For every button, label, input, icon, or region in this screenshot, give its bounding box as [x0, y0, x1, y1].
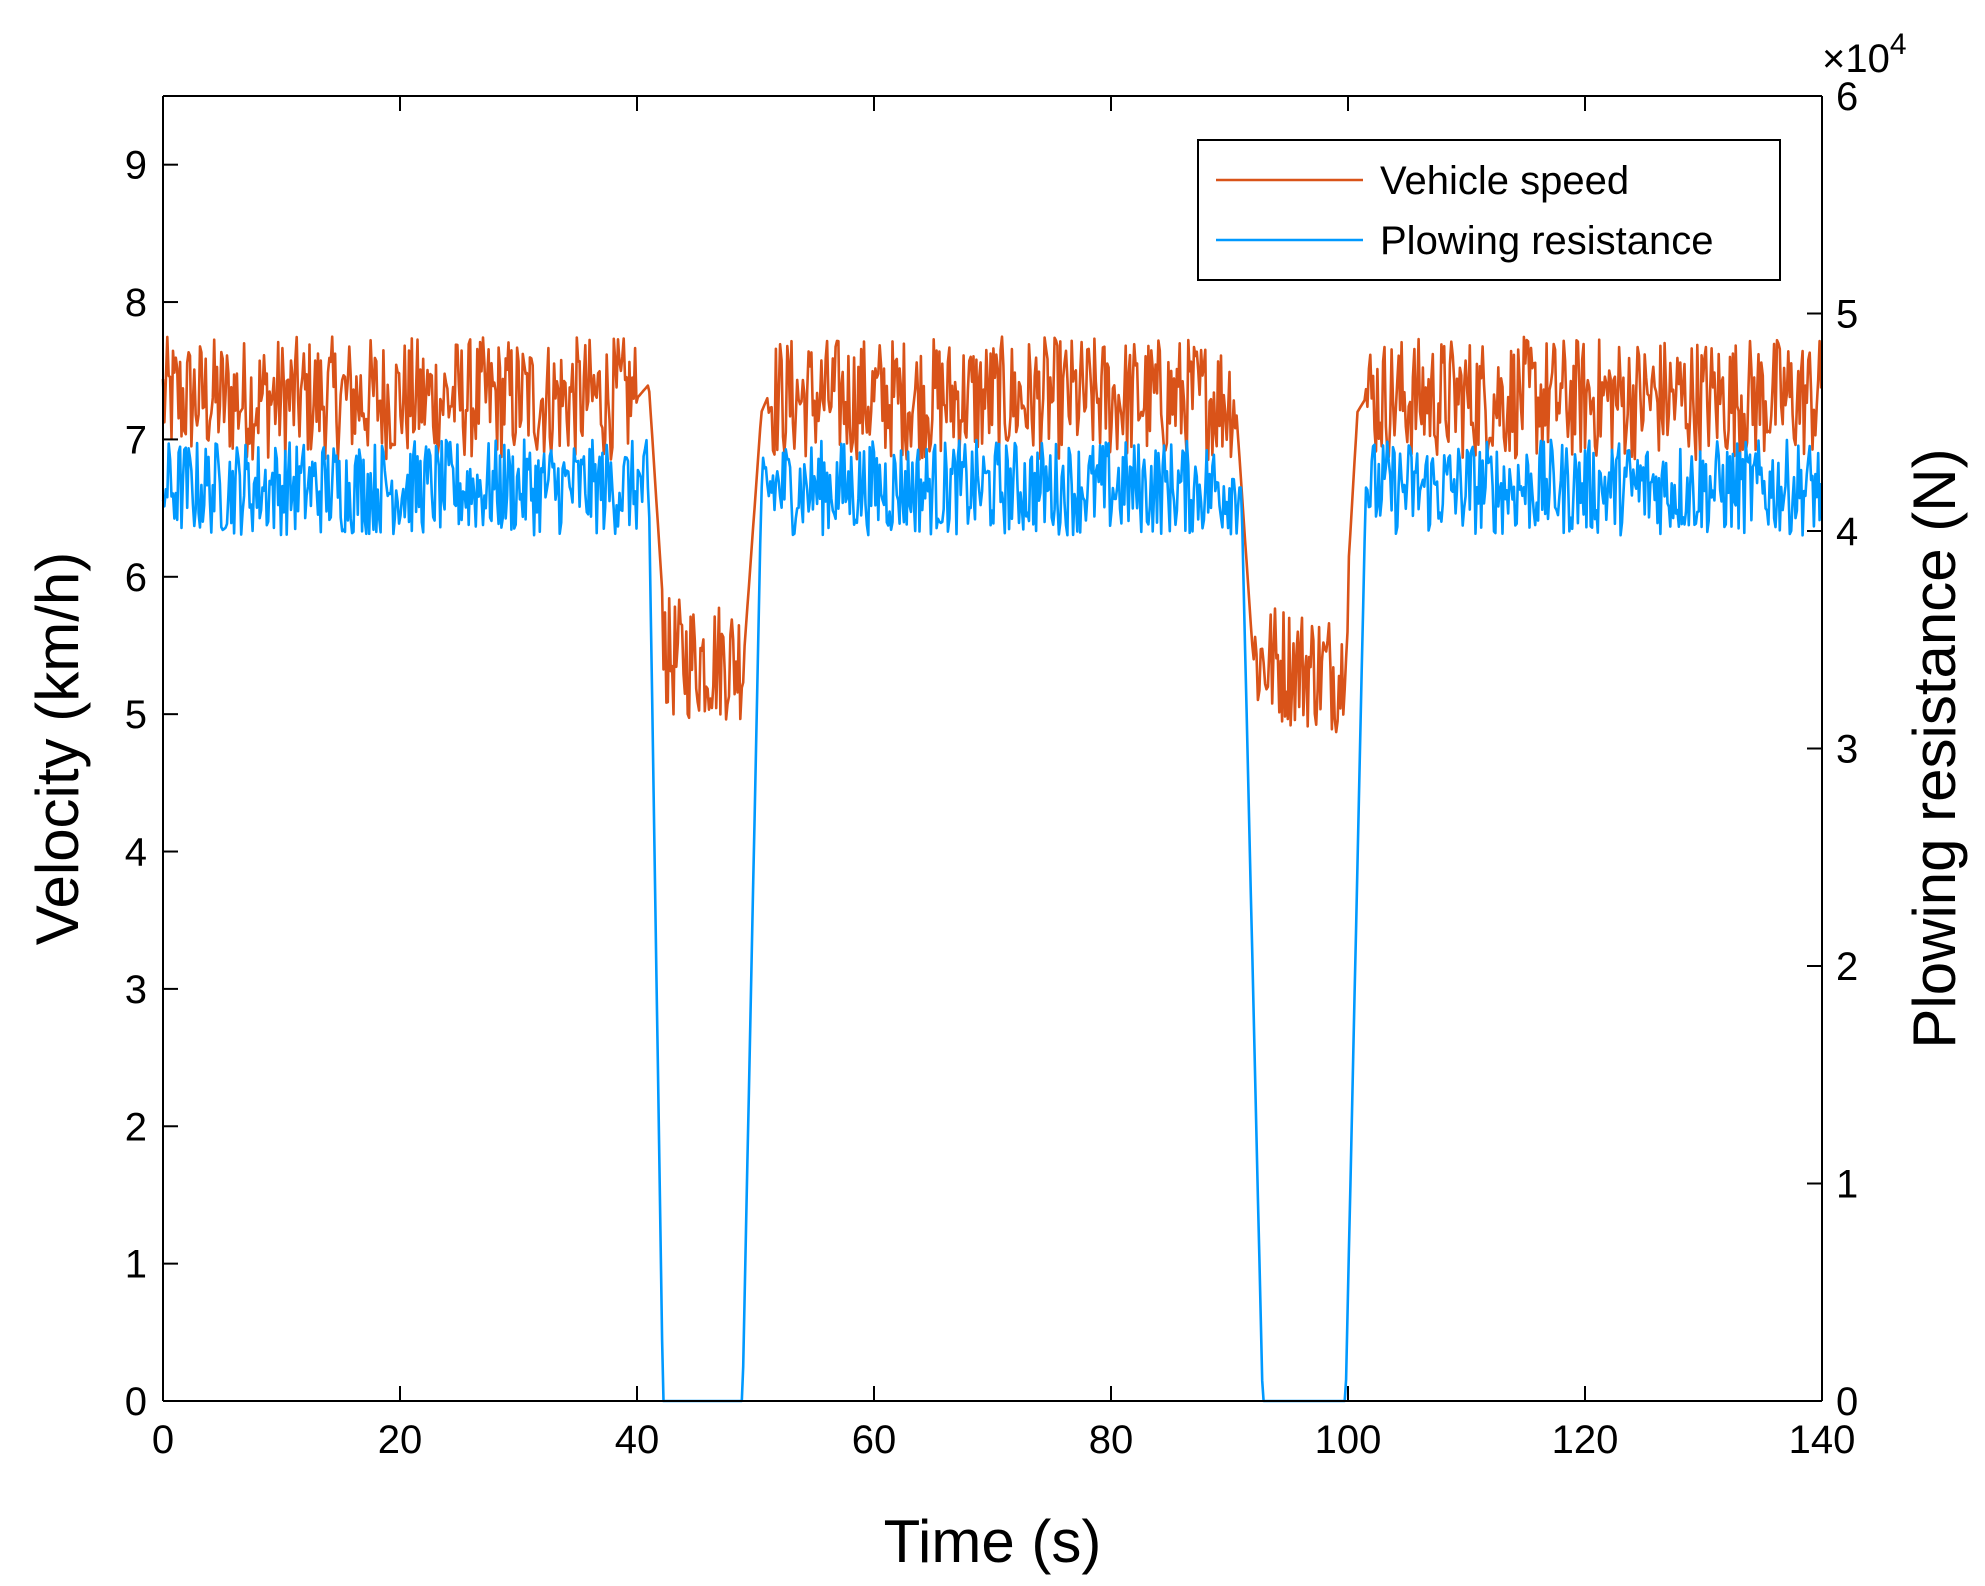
y-right-tick-label: 2 — [1836, 945, 1858, 989]
x-tick-label: 40 — [615, 1418, 660, 1462]
y-left-tick-label: 8 — [125, 281, 147, 325]
y-left-tick-label: 0 — [125, 1380, 147, 1424]
labels-layer: Time (s) Velocity (km/h) Plowing resista… — [24, 28, 1968, 1575]
y-left-tick-label: 7 — [125, 418, 147, 462]
series-layer — [161, 335, 1823, 1403]
y-left-tick-label: 4 — [125, 831, 147, 875]
x-axis-title: Time (s) — [884, 1508, 1102, 1575]
y-left-tick-label: 9 — [125, 144, 147, 188]
series-line-plowing-resistance — [161, 438, 1823, 1403]
x-tick-label: 0 — [152, 1418, 174, 1462]
legend: Vehicle speed Plowing resistance — [1197, 139, 1781, 281]
y-left-axis-title: Velocity (km/h) — [24, 552, 91, 945]
x-tick-label: 20 — [378, 1418, 423, 1462]
multiplier-exponent: 4 — [1890, 28, 1907, 61]
series-line-vehicle-speed — [161, 335, 1823, 734]
x-tick-label: 80 — [1089, 1418, 1134, 1462]
y-right-tick-label: 5 — [1836, 293, 1858, 337]
multiplier-base: ×10 — [1822, 37, 1890, 81]
y-right-tick-label: 3 — [1836, 728, 1858, 772]
y-right-tick-label: 4 — [1836, 510, 1858, 554]
y-left-tick-label: 2 — [125, 1105, 147, 1149]
y-right-tick-label: 6 — [1836, 75, 1858, 119]
x-tick-label: 100 — [1315, 1418, 1382, 1462]
legend-box — [1197, 139, 1781, 281]
y-left-tick-label: 1 — [125, 1243, 147, 1287]
y-left-tick-label: 3 — [125, 968, 147, 1012]
x-tick-label: 140 — [1789, 1418, 1856, 1462]
y-left-tick-label: 6 — [125, 556, 147, 600]
y-left-tick-label: 5 — [125, 693, 147, 737]
legend-label: Vehicle speed — [1380, 159, 1629, 203]
x-tick-label: 120 — [1552, 1418, 1619, 1462]
y-right-tick-label: 0 — [1836, 1380, 1858, 1424]
y-right-tick-label: 1 — [1836, 1163, 1858, 1207]
legend-label: Plowing resistance — [1380, 219, 1714, 263]
plot-area — [163, 96, 1822, 1401]
x-tick-label: 60 — [852, 1418, 897, 1462]
y-right-axis-title: Plowing resistance (N) — [1901, 448, 1968, 1048]
plot-background — [163, 96, 1822, 1401]
y-right-multiplier: ×104 — [1822, 28, 1907, 81]
